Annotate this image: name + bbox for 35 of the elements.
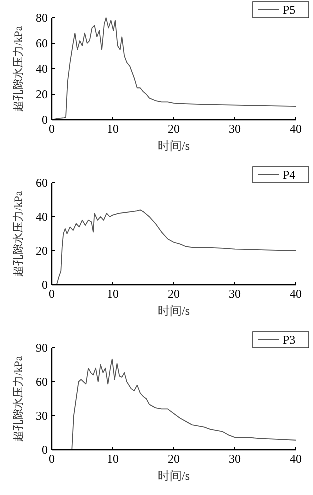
x-tick-label: 30 (229, 452, 241, 466)
y-tick-label: 60 (36, 36, 48, 50)
y-tick-label: 80 (36, 11, 48, 25)
x-tick-label: 20 (168, 287, 180, 301)
y-tick-label: 60 (36, 375, 48, 389)
y-axis-title: 超孔隙水压力/kPa (12, 26, 25, 112)
x-tick-label: 20 (168, 452, 180, 466)
x-tick-label: 40 (290, 452, 302, 466)
x-tick-label: 10 (107, 287, 119, 301)
y-tick-label: 40 (36, 210, 48, 224)
x-axis-title: 时间/s (158, 469, 190, 483)
y-tick-label: 0 (42, 443, 48, 457)
x-tick-label: 20 (168, 122, 180, 136)
y-axis-title: 超孔隙水压力/kPa (12, 191, 25, 277)
y-tick-label: 0 (42, 113, 48, 127)
legend-label: P4 (283, 168, 296, 182)
y-tick-label: 20 (36, 244, 48, 258)
y-tick-label: 40 (36, 62, 48, 76)
y-axis-title: 超孔隙水压力/kPa (12, 356, 25, 442)
x-tick-label: 40 (290, 122, 302, 136)
y-tick-label: 90 (36, 341, 48, 355)
y-tick-label: 30 (36, 409, 48, 423)
x-tick-label: 10 (107, 122, 119, 136)
y-tick-label: 20 (36, 88, 48, 102)
x-tick-label: 30 (229, 122, 241, 136)
x-tick-label: 10 (107, 452, 119, 466)
legend-label: P5 (283, 3, 296, 17)
x-axis-title: 时间/s (158, 139, 190, 153)
y-tick-label: 0 (42, 278, 48, 292)
line-series (52, 18, 296, 120)
x-tick-label: 40 (290, 287, 302, 301)
x-axis-title: 时间/s (158, 304, 190, 318)
x-tick-label: 30 (229, 287, 241, 301)
y-tick-label: 60 (36, 176, 48, 190)
legend-label: P3 (283, 333, 296, 347)
